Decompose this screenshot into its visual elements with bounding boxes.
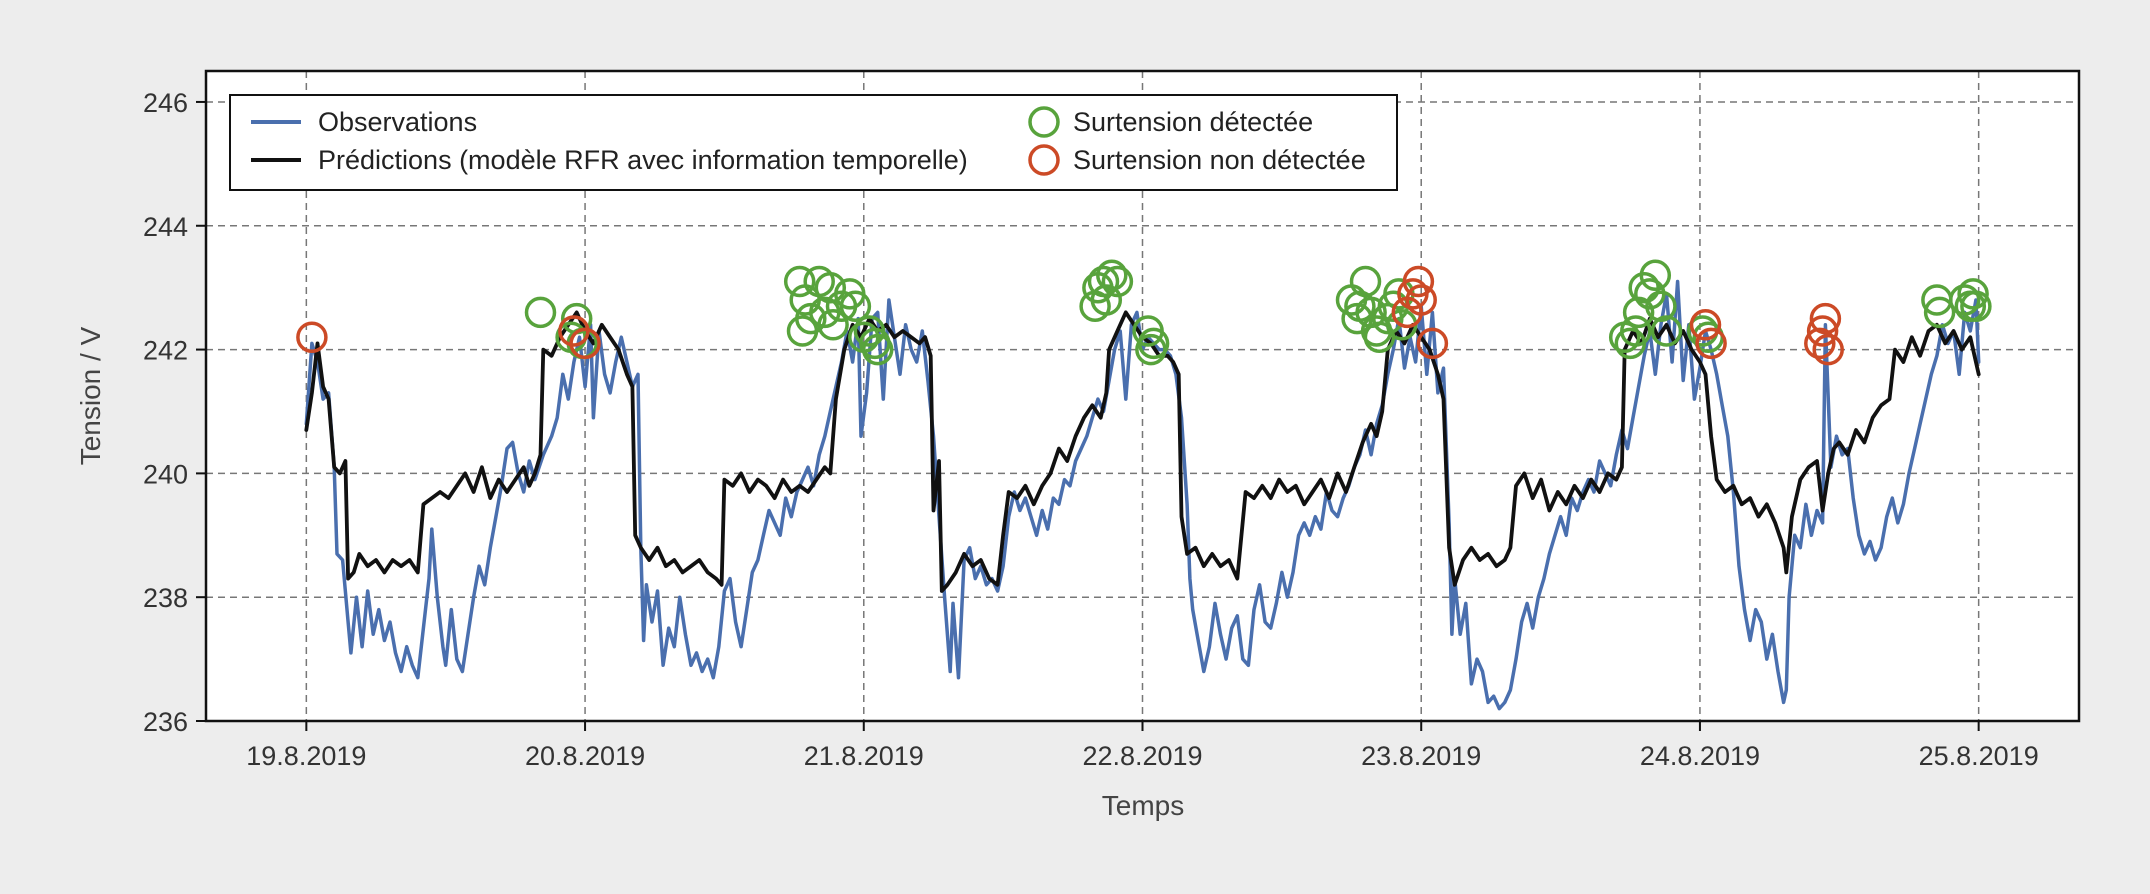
x-tick-label: 22.8.2019 [1082, 741, 1202, 771]
plot-frame [204, 69, 2081, 723]
y-tick-label: 236 [143, 707, 188, 737]
detected-overvoltage-marker [1349, 265, 1382, 298]
undetected-overvoltage-marker [1804, 327, 1836, 360]
undetected-overvoltage-marker [569, 327, 601, 360]
detected-overvoltage-marker [1645, 290, 1677, 322]
legend-label-observations: Observations [318, 107, 477, 137]
detected-overvoltage-marker [1620, 315, 1652, 347]
y-axis-title: Tension / V [75, 326, 106, 465]
detected-overvoltage-marker [1960, 290, 1992, 322]
undetected-overvoltage-marker [296, 321, 328, 353]
y-tick-label: 238 [143, 583, 188, 613]
detected-overvoltage-marker [1101, 265, 1134, 298]
detected-overvoltage-marker [783, 265, 816, 298]
detected-overvoltage-marker [1639, 259, 1672, 292]
x-tick-label: 23.8.2019 [1361, 741, 1481, 771]
y-tick-label: 244 [143, 212, 188, 242]
legend-marker-undetected [1028, 144, 1060, 176]
detected-overvoltage-marker [817, 309, 849, 341]
undetected-overvoltage-marker [1806, 315, 1839, 347]
legend-box [229, 94, 1398, 191]
undetected-overvoltage-marker [1809, 302, 1842, 335]
x-tick-label: 25.8.2019 [1919, 741, 2039, 771]
detected-overvoltage-marker [1923, 296, 1956, 329]
x-axis-title: Temps [1102, 790, 1184, 821]
detected-overvoltage-marker [524, 296, 557, 329]
y-tick-label: 240 [143, 459, 188, 489]
data-layer [296, 259, 1992, 711]
detected-overvoltage-marker [814, 271, 847, 304]
y-tick-label: 242 [143, 336, 188, 366]
undetected-overvoltage-marker [1812, 333, 1844, 366]
legend: Observations Prédictions (modèle RFR ave… [229, 94, 1398, 191]
y-tick-labels: 236 238 240 242 244 246 [143, 88, 188, 737]
legend-marker-detected [1028, 106, 1060, 138]
x-tick-label: 19.8.2019 [246, 741, 366, 771]
detected-overvoltage-marker [1650, 315, 1683, 347]
detected-overvoltage-marker [1622, 296, 1655, 329]
legend-label-predictions: Prédictions (modèle RFR avec information… [318, 145, 968, 175]
y-tick-label: 246 [143, 88, 188, 118]
undetected-overvoltage-marker [1416, 327, 1449, 360]
undetected-overvoltage-marker [1405, 284, 1437, 316]
undetected-overvoltage-marker [1402, 265, 1435, 298]
x-tick-label: 20.8.2019 [525, 741, 645, 771]
x-tick-labels: 19.8.2019 20.8.2019 21.8.2019 22.8.2019 23.8… [246, 741, 2038, 771]
detected-overvoltage-marker [795, 302, 827, 335]
detected-overvoltage-marker [861, 333, 894, 366]
x-tick-label: 24.8.2019 [1640, 741, 1760, 771]
detected-overvoltage-marker [1096, 259, 1128, 292]
detected-overvoltage-marker [1137, 327, 1170, 360]
legend-label-undetected: Surtension non détectée [1073, 145, 1366, 175]
detected-overvoltage-marker [1090, 284, 1123, 316]
detected-overvoltage-marker [1957, 278, 1989, 310]
legend-label-detected: Surtension détectée [1073, 107, 1313, 137]
undetected-overvoltage-marker [1689, 309, 1722, 341]
detected-overvoltage-marker [839, 290, 872, 322]
x-tick-label: 21.8.2019 [804, 741, 924, 771]
detected-overvoltage-marker [1087, 265, 1120, 298]
undetected-overvoltage-marker [1695, 327, 1727, 360]
